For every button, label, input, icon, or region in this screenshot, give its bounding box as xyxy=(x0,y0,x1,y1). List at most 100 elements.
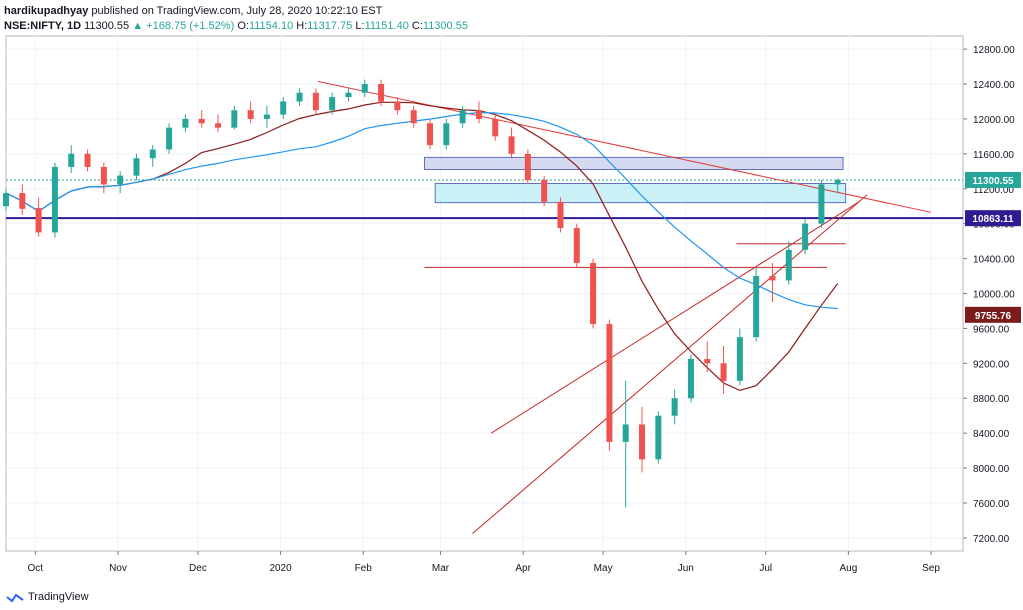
candle-body xyxy=(133,158,140,176)
y-tick-label: 10400.00 xyxy=(973,255,1015,266)
candle-body xyxy=(655,415,662,460)
x-tick-label: Sep xyxy=(922,563,940,574)
y-tick-label: 11600.00 xyxy=(973,150,1014,161)
low-label: L: xyxy=(355,20,365,32)
ohlc-line: NSE:NIFTY, 1D 11300.55 ▲ +168.75 (+1.52%… xyxy=(4,20,468,32)
zone-rect xyxy=(434,183,847,204)
candle-body xyxy=(802,223,809,250)
footer: TradingView xyxy=(6,588,89,606)
price-axis[interactable]: 7200.00 7600.00 8000.00 8400.00 8800.00 9200.… xyxy=(963,45,1015,545)
y-tick-label: 10000.00 xyxy=(973,290,1015,301)
candle-body xyxy=(475,110,482,119)
price-label-bg xyxy=(965,210,1021,227)
price-labels: 11300.55 10863.11 9755.76 xyxy=(965,171,1021,323)
price-label: 9755.76 xyxy=(975,311,1012,322)
trendline xyxy=(317,80,932,213)
y-tick-label: 7600.00 xyxy=(973,499,1010,510)
candle-body xyxy=(263,114,270,119)
close-value: 11300.55 xyxy=(422,20,468,32)
candle-body xyxy=(345,92,352,98)
trendline xyxy=(490,201,860,434)
candle-body xyxy=(459,110,466,124)
x-tick-label: 2020 xyxy=(269,563,292,574)
candle-body xyxy=(508,136,515,154)
candle-body xyxy=(312,92,319,111)
x-tick-label: Nov xyxy=(109,563,127,574)
price-label: 11300.55 xyxy=(972,176,1014,187)
x-tick-label: Apr xyxy=(515,563,531,574)
candle-body xyxy=(834,180,841,185)
x-tick-label: Aug xyxy=(839,563,857,574)
change-arrow-icon: ▲ xyxy=(132,20,144,32)
low-value: 11151.40 xyxy=(364,20,409,32)
candlesticks xyxy=(3,79,841,508)
candle-body xyxy=(296,92,303,102)
candle-body xyxy=(247,110,254,119)
price-label: 10863.11 xyxy=(972,214,1014,225)
candle-body xyxy=(769,276,776,281)
x-tick-label: May xyxy=(594,563,613,574)
open-label: O: xyxy=(237,20,249,32)
candle-body xyxy=(541,180,548,202)
grid-lines xyxy=(6,36,963,551)
candle-body xyxy=(394,101,401,111)
close-label: C: xyxy=(411,20,423,32)
candle-body xyxy=(590,262,597,325)
tradingview-brand[interactable]: TradingView xyxy=(28,591,89,603)
candle-body xyxy=(361,84,368,93)
candle-body xyxy=(51,166,58,233)
candle-body xyxy=(215,123,222,128)
candle-body xyxy=(818,184,825,224)
candle-body xyxy=(524,153,531,181)
zone-rect xyxy=(424,156,844,170)
candle-body xyxy=(231,110,238,128)
candle-body xyxy=(280,101,287,115)
last-price: 11300.55 xyxy=(84,20,130,32)
candle-body xyxy=(35,207,42,233)
x-tick-label: Oct xyxy=(28,563,44,574)
price-label-bg xyxy=(965,171,1021,188)
candle-body xyxy=(329,97,336,111)
candle-body xyxy=(378,84,385,102)
y-tick-label: 7200.00 xyxy=(973,534,1010,545)
x-tick-label: Mar xyxy=(432,563,450,574)
candle-body xyxy=(573,228,580,263)
moving-averages xyxy=(5,101,839,392)
y-tick-label: 8800.00 xyxy=(973,394,1010,405)
x-tick-label: Feb xyxy=(355,563,373,574)
candle-body xyxy=(166,127,173,150)
open-value: 11154.10 xyxy=(248,20,294,32)
symbol-label[interactable]: NSE:NIFTY, 1D xyxy=(4,20,82,32)
candle-body xyxy=(84,153,91,167)
candle-body xyxy=(117,175,124,185)
candle-body xyxy=(3,193,9,207)
candle-body xyxy=(671,398,678,416)
price-label-bg xyxy=(965,306,1021,323)
y-tick-label: 9200.00 xyxy=(973,359,1010,370)
publish-line: hardikupadhyay published on TradingView.… xyxy=(4,5,382,17)
high-value: 11317.75 xyxy=(307,20,353,32)
author-name[interactable]: hardikupadhyay xyxy=(4,5,89,17)
candle-body xyxy=(639,424,646,460)
y-tick-label: 12400.00 xyxy=(973,80,1015,91)
candle-body xyxy=(622,424,629,442)
y-tick-label: 9600.00 xyxy=(973,324,1010,335)
time-axis[interactable]: Oct Nov Dec 2020 Feb Mar Apr May Jun Jul Aug Sep xyxy=(28,551,941,574)
ma-mid-line xyxy=(5,111,838,310)
candle-body xyxy=(443,123,450,146)
candle-body xyxy=(606,324,613,442)
candle-body xyxy=(68,153,75,167)
x-tick-label: Dec xyxy=(189,563,207,574)
high-label: H: xyxy=(296,20,308,32)
candle-body xyxy=(736,337,743,381)
candle-body xyxy=(720,363,727,381)
candle-body xyxy=(492,118,499,137)
candle-body xyxy=(198,118,205,124)
x-tick-label: Jul xyxy=(759,563,772,574)
change-value: +168.75 (+1.52%) xyxy=(146,20,235,32)
y-tick-label: 8000.00 xyxy=(973,464,1010,475)
x-tick-label: Jun xyxy=(678,563,694,574)
tradingview-logo-icon xyxy=(6,593,24,603)
candle-body xyxy=(687,358,694,399)
